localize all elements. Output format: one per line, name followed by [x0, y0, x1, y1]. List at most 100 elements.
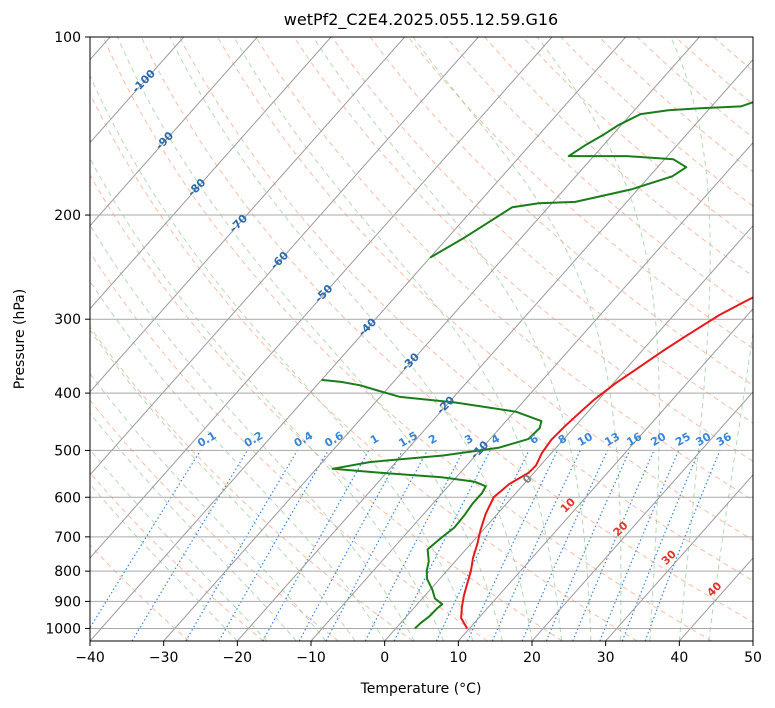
y-tick-label: 1000: [45, 621, 81, 637]
dry-adiabat-line: [217, 37, 753, 541]
moist-adiabat-line: [117, 37, 503, 641]
isotherm-line: [457, 308, 753, 641]
mixing-ratio-line: [545, 450, 631, 641]
mixing-ratio-label: 2: [426, 432, 439, 447]
x-tick-label: 20: [523, 650, 541, 666]
isotherm-line: [531, 391, 753, 641]
dry-adiabat-line: [675, 37, 753, 105]
mixing-ratio-line: [521, 450, 609, 641]
isotherm-line: [90, 37, 332, 310]
mixing-ratio-line: [298, 450, 404, 641]
y-tick-label: 900: [54, 594, 81, 610]
isotherm-line: [90, 37, 627, 641]
dry-adiabat-line: [178, 37, 753, 582]
dry-adiabat-line: [369, 37, 753, 386]
x-tick-label: 30: [597, 650, 615, 666]
mixing-ratio-label: 1: [368, 432, 381, 447]
moist-adiabat-line: [90, 224, 415, 641]
moist-adiabat-label: 40: [704, 579, 724, 599]
dry-adiabat-line: [90, 326, 414, 641]
moist-adiabat-line: [708, 329, 753, 641]
mixing-ratio-line: [491, 450, 581, 641]
isotherm-line: [163, 37, 700, 641]
mixing-ratio-line: [572, 450, 655, 641]
dry-adiabat-line: [90, 544, 190, 641]
mixing-ratio-line: [218, 450, 329, 641]
isotherm-line: [310, 141, 753, 641]
moist-adiabat-line: [412, 37, 622, 641]
mixing-ratio-line: [621, 450, 700, 641]
dry-adiabat-line: [90, 251, 488, 641]
moist-adiabat-label: 30: [659, 547, 679, 567]
y-tick-label: 800: [54, 564, 81, 580]
y-tick-label: 700: [54, 530, 81, 546]
moist-adiabat-line: [90, 157, 445, 641]
mixing-ratio-line: [131, 450, 248, 641]
x-tick-label: 10: [449, 650, 467, 666]
dry-adiabat-line: [90, 174, 563, 641]
x-tick-label: 40: [670, 650, 688, 666]
dry-adiabat-line: [255, 37, 753, 501]
x-tick-label: −10: [296, 650, 326, 666]
mixing-ratio-label: 13: [602, 430, 622, 449]
y-tick-label: 300: [54, 312, 81, 328]
y-tick-label: 600: [54, 490, 81, 506]
temperature-profile-line: [460, 296, 753, 630]
mixing-ratio-line: [644, 450, 721, 641]
dry-adiabat-line: [598, 37, 753, 173]
dry-adiabat-line: [90, 472, 264, 641]
mixing-ratio-label: 1.5: [396, 429, 419, 450]
y-axis-title: Pressure (hPa): [12, 289, 28, 389]
x-tick-label: 50: [744, 650, 762, 666]
isotherm-line: [678, 557, 753, 641]
plot-frame: [89, 36, 754, 642]
moist-adiabat-line: [90, 372, 327, 641]
x-tick-label: −20: [223, 650, 253, 666]
y-tick-label: 500: [54, 443, 81, 459]
mixing-ratio-label: 4: [489, 432, 502, 447]
isotherm-line: [236, 58, 753, 641]
dry-adiabat-line: [140, 37, 753, 623]
x-tick-label: −30: [149, 650, 179, 666]
mixing-ratio-label: 3: [462, 432, 475, 447]
isotherm-line: [90, 37, 553, 559]
moist-adiabat-label: 10: [558, 495, 578, 515]
x-tick-label: −40: [75, 650, 105, 666]
dry-adiabat-line: [713, 37, 753, 72]
isotherm-line: [605, 474, 753, 641]
y-tick-label: 100: [54, 30, 81, 46]
isotherm-line: [90, 37, 479, 476]
isotherm-line: [90, 37, 185, 144]
moist-adiabat-line: [90, 412, 297, 641]
x-tick-label: 0: [380, 650, 389, 666]
isotherm-line: [752, 640, 753, 641]
mixing-ratio-line: [90, 450, 202, 629]
moist-adiabat-line: [233, 37, 562, 641]
moist-adiabat-line: [670, 37, 711, 641]
mixing-ratio-label: 20: [649, 430, 669, 449]
moist-adiabat-line: [90, 74, 474, 641]
isotherm-line: [90, 37, 406, 393]
line-labels: -100-90-80-70-60-50-40-30-20-1000.1 0.2 0.…: [129, 67, 734, 600]
mixing-ratio-label: 0.6: [322, 429, 346, 450]
dry-adiabat-line: [522, 37, 753, 242]
dry-adiabat-line: [102, 37, 712, 641]
moist-adiabat-line: [90, 483, 238, 641]
y-tick-label: 200: [54, 208, 81, 224]
moist-adiabat-line: [90, 448, 268, 641]
mixing-ratio-label: 10: [575, 430, 595, 449]
moist-adiabat-line: [536, 37, 660, 641]
mixing-ratio-label: 6: [528, 432, 541, 447]
mixing-ratio-line: [262, 450, 370, 641]
mixing-ratio-line: [599, 450, 680, 641]
mixing-ratio-line: [325, 450, 428, 641]
moist-adiabat-line: [90, 280, 386, 641]
dry-adiabat-line: [331, 37, 753, 424]
moist-adiabat-line: [312, 37, 592, 641]
mixing-ratio-line: [466, 450, 559, 641]
mixing-ratio-line: [393, 450, 491, 641]
chart-title: wetPf2_C2E4.2025.055.12.59.G16: [284, 10, 558, 30]
dewpoint_upper-profile-line: [429, 101, 753, 259]
dry-adiabat-line: [407, 37, 753, 350]
